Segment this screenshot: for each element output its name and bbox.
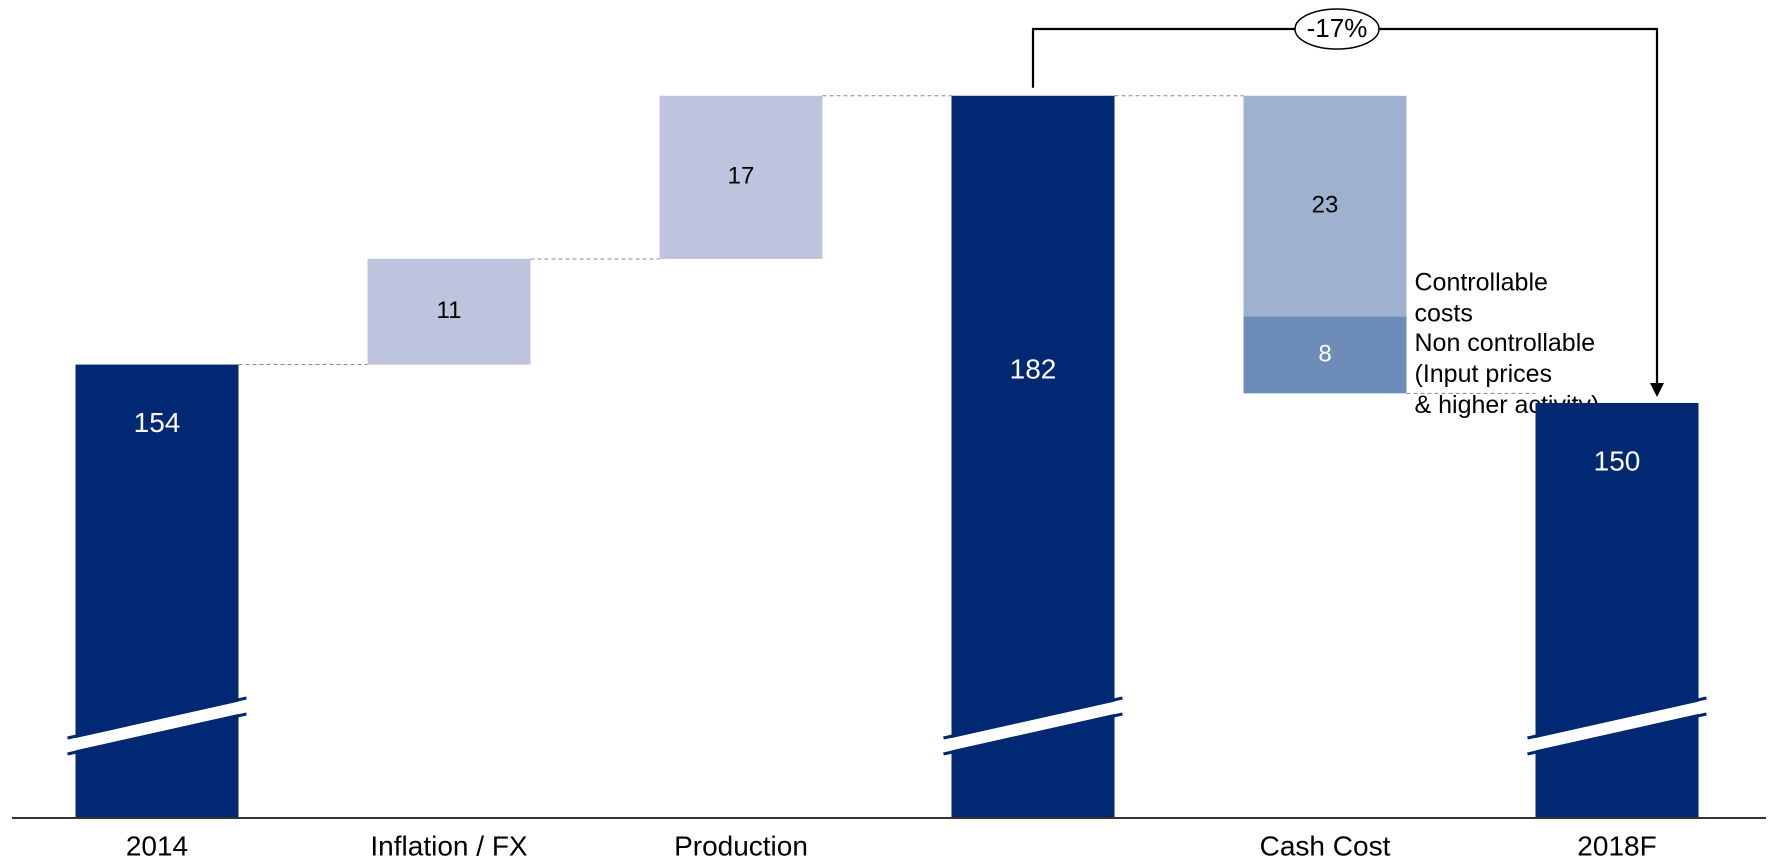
change-badge <box>1294 8 1380 50</box>
segment-legend-label: Controllable <box>1415 268 1548 296</box>
segment-legend-label: costs <box>1415 299 1473 327</box>
axis-break-edge <box>943 712 1123 756</box>
bar-value-label: 154 <box>134 407 181 438</box>
bar-value-label: 150 <box>1594 445 1641 476</box>
axis-break-edge <box>943 696 1123 740</box>
bar-value-label: 182 <box>1010 353 1057 384</box>
bar-total <box>951 95 1115 818</box>
bar-value-label: 11 <box>437 297 462 324</box>
bar-increase <box>659 95 823 259</box>
category-label: Production <box>674 830 808 861</box>
bar-increase <box>367 258 531 365</box>
segment-value-label: 23 <box>1312 192 1339 219</box>
segment-value-label: 8 <box>1318 340 1331 367</box>
segment-legend-label: (Input prices <box>1415 360 1553 388</box>
arrow-head <box>1650 382 1664 397</box>
axis-break-mark <box>942 700 1124 752</box>
bar-total <box>1535 402 1699 818</box>
axis-break-mark <box>66 700 248 752</box>
category-label: Cash Cost <box>1260 830 1391 861</box>
bar-segment <box>1243 95 1407 317</box>
change-badge-label: -17% <box>1307 13 1368 43</box>
segment-legend-label: Non controllable <box>1415 329 1596 357</box>
axis-break-edge <box>67 696 247 740</box>
category-label: 2018F <box>1577 830 1656 861</box>
category-label: 2014 <box>126 830 188 861</box>
axis-break-mark <box>1526 700 1708 752</box>
bar-value-label: 17 <box>728 163 755 190</box>
axis-break-edge <box>1527 696 1707 740</box>
axis-break-edge <box>1527 712 1707 756</box>
category-label: Inflation / FX <box>370 830 528 861</box>
bar-segment <box>1243 316 1407 394</box>
axis-break-edge <box>67 712 247 756</box>
